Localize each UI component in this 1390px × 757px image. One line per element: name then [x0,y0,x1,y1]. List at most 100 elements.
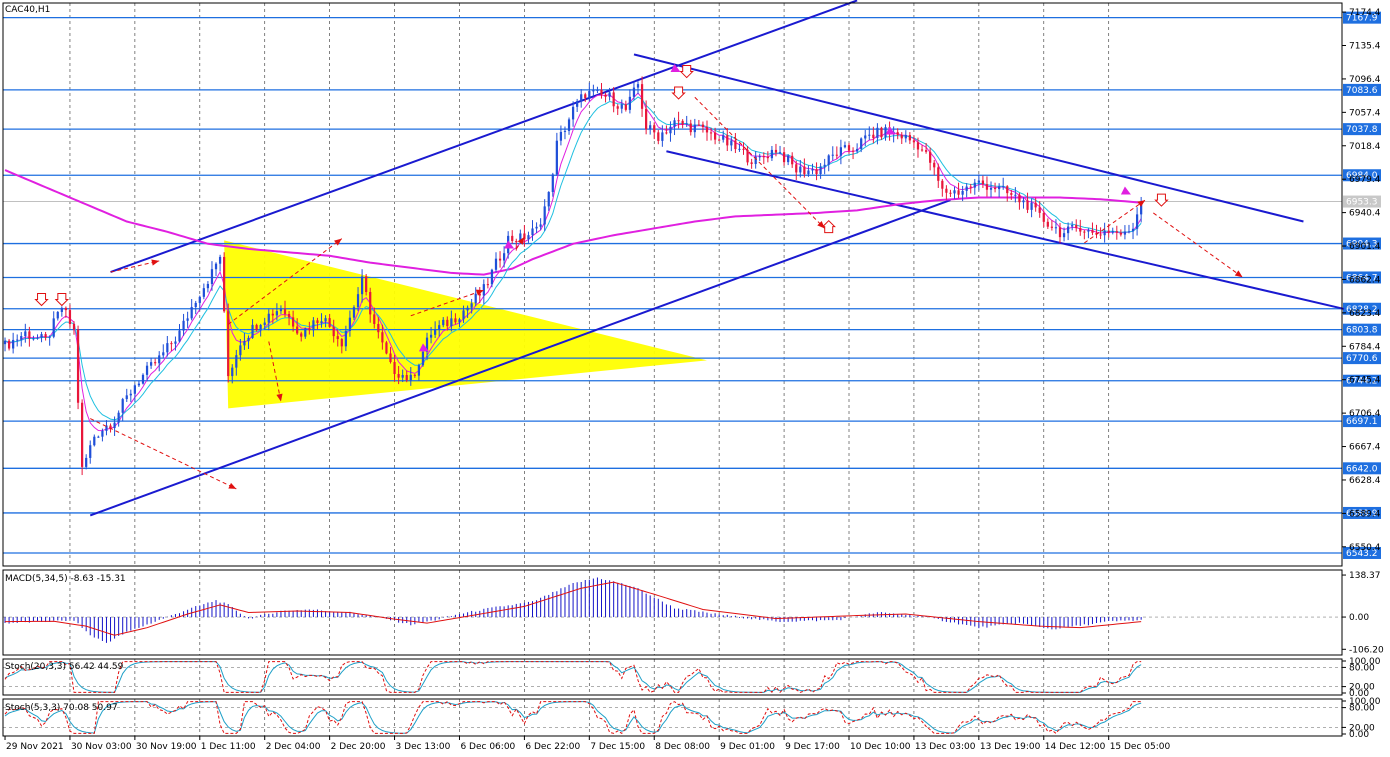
y-tick-label: 6550.4 [1349,543,1381,553]
down-arrow-marker [54,292,70,307]
candle-body [933,162,936,168]
candle-body [182,320,185,331]
signal-markers [34,63,1169,352]
x-tick-label: 7 Dec 15:00 [590,742,645,752]
y-tick-label: 7174.4 [1349,8,1381,18]
candle-body [413,374,416,376]
candle-body [1066,226,1070,234]
candle-body [1038,207,1041,213]
candle-body [72,323,76,330]
candle-body [308,328,311,331]
candle-body [1135,214,1139,229]
y-tick-label: 7018.4 [1349,142,1381,152]
projection-arrow-head [334,238,342,246]
stoch2-panel-border [2,698,1343,737]
candle-body [1127,231,1131,233]
candle-body [600,89,603,95]
candle-body [271,313,274,316]
candle-body [117,412,120,423]
candle-body [194,302,197,308]
candle-body [1010,193,1013,195]
candle-body [998,186,1001,190]
stoch1-label: Stoch(20,3,3) 56.42 44.59 [5,662,124,672]
candle-body [941,180,944,189]
candle-body [202,288,205,297]
candle-body [527,235,530,240]
candle-body [81,402,84,467]
candle-body [900,134,903,139]
candle-body [620,104,623,109]
candle-body [231,367,234,377]
candle-body [401,375,404,378]
candle-body [750,162,753,164]
candle-body [673,120,676,127]
x-tick-label: 2 Dec 04:00 [266,742,321,752]
candle-body [916,142,920,150]
stoch-panel-2 [3,700,1342,735]
candle-body [1058,227,1062,238]
candle-body [1115,231,1118,233]
candle-body [48,336,51,338]
candle-body [385,342,388,354]
level-label-bg [1343,237,1381,250]
triangle-marker [1120,186,1131,195]
candle-body [661,132,664,141]
x-tick-label: 9 Dec 01:00 [720,742,775,752]
candle-body [985,184,989,190]
candle-body [616,106,619,109]
candle-body [1014,194,1017,196]
level-label: 7037.8 [1346,125,1378,135]
candle-body [405,375,408,381]
stoch-y-tick-label: 0.00 [1349,730,1369,740]
projection-arrow-head [228,482,237,489]
stoch2-label: Stoch(5,3,3) 70.08 50.97 [5,703,118,713]
candle-body [1083,231,1086,233]
candle-body [969,186,972,188]
candle-body [162,352,165,356]
level-label: 7083.6 [1346,86,1378,96]
level-label: 6770.6 [1346,354,1378,364]
candle-body [267,313,270,323]
candle-body [1140,204,1143,215]
candle-body [458,319,461,323]
candle-body [1123,231,1127,235]
ma-fast-line [4,92,1142,432]
projection-arrow-line [1084,199,1146,244]
candle-body [608,92,611,97]
candle-body [896,132,899,135]
grid-lines [69,3,1110,736]
projection-arrows [90,96,1243,490]
candle-body [580,94,583,102]
projection-arrow-line [90,418,237,490]
stoch-main-line [4,700,1142,735]
candle-body [681,120,684,125]
candle-body [1062,233,1066,238]
candle-body [89,445,92,458]
candle-body [628,96,632,110]
level-label: 6984.0 [1346,171,1378,181]
macd-y-tick-label: 0.00 [1349,613,1369,623]
level-label: 6828.2 [1346,305,1378,315]
down-arrow-marker [679,65,694,79]
level-label: 6543.2 [1346,549,1378,559]
candle-body [856,148,859,152]
candle-body [953,190,956,194]
candle-body [24,331,27,337]
candle-body [584,94,587,98]
candle-body [1091,230,1094,233]
candle-body [40,334,43,338]
candle-body [592,90,595,92]
stoch-y-tick-label: 0.00 [1349,689,1369,699]
candle-body [174,341,177,344]
macd-panel-border [2,569,1343,656]
level-label: 7167.9 [1346,14,1378,24]
up-arrow-marker [821,219,836,234]
candle-body [133,385,136,394]
candle-body [340,339,343,347]
projection-arrow-head [151,259,160,266]
stoch-y-tick-label: 20.00 [1349,723,1375,733]
y-tick-label: 6784.4 [1349,342,1381,352]
macd-panel [3,577,1342,643]
candle-body [847,145,851,151]
candle-body [588,91,591,98]
